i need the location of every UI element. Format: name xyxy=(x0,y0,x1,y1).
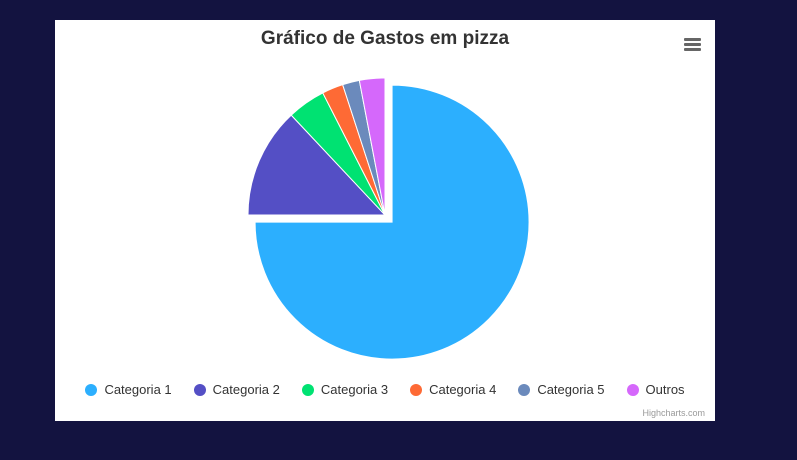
menu-bar xyxy=(684,48,701,51)
pie-slice-categoria-2[interactable] xyxy=(247,114,387,216)
legend-label: Outros xyxy=(645,382,685,397)
legend: Categoria 1 Categoria 2 Categoria 3 Categor… xyxy=(55,382,715,397)
hamburger-icon[interactable] xyxy=(684,38,701,52)
legend-label: Categoria 1 xyxy=(104,382,172,397)
menu-bar xyxy=(684,38,701,41)
legend-marker xyxy=(85,383,98,396)
chart-container: Gráfico de Gastos em pizza Categoria 1 Ca… xyxy=(55,20,715,421)
menu-bar xyxy=(684,43,701,46)
legend-item-categoria-4[interactable]: Categoria 4 xyxy=(410,382,496,397)
legend-marker xyxy=(518,383,531,396)
legend-item-categoria-5[interactable]: Categoria 5 xyxy=(518,382,605,397)
legend-item-categoria-3[interactable]: Categoria 3 xyxy=(301,382,389,397)
legend-item-categoria-2[interactable]: Categoria 2 xyxy=(193,382,280,397)
pie-slice-outros[interactable] xyxy=(358,77,386,216)
credits-link[interactable]: Highcharts.com xyxy=(642,408,705,418)
legend-marker xyxy=(410,383,423,396)
legend-item-outros[interactable]: Outros xyxy=(626,382,685,397)
chart-title: Gráfico de Gastos em pizza xyxy=(260,28,510,49)
legend-marker xyxy=(301,383,314,396)
legend-label: Categoria 2 xyxy=(212,382,280,397)
legend-item-categoria-1[interactable]: Categoria 1 xyxy=(85,382,172,397)
pie-slice-categoria-1[interactable] xyxy=(254,84,530,360)
legend-label: Categoria 5 xyxy=(537,382,605,397)
legend-marker xyxy=(193,383,206,396)
legend-marker xyxy=(626,383,639,396)
legend-label: Categoria 4 xyxy=(429,382,497,397)
legend-label: Categoria 3 xyxy=(320,382,389,397)
pie-chart xyxy=(247,77,530,360)
